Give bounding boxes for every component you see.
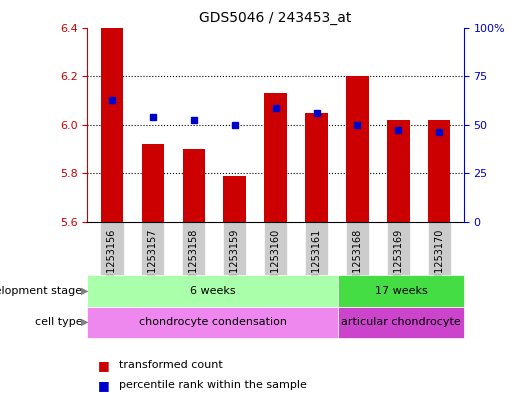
Text: cell type: cell type <box>34 317 82 327</box>
Bar <box>346 76 369 222</box>
Bar <box>387 120 410 222</box>
Bar <box>182 149 205 222</box>
Text: 17 weeks: 17 weeks <box>375 286 427 296</box>
Text: ■: ■ <box>98 359 110 372</box>
Bar <box>224 176 246 222</box>
Text: transformed count: transformed count <box>119 360 223 371</box>
Bar <box>264 93 287 222</box>
Text: ■: ■ <box>98 378 110 392</box>
Text: chondrocyte condensation: chondrocyte condensation <box>139 317 287 327</box>
Text: percentile rank within the sample: percentile rank within the sample <box>119 380 307 390</box>
Bar <box>101 28 123 222</box>
Bar <box>305 113 328 222</box>
Bar <box>142 144 164 222</box>
Text: 6 weeks: 6 weeks <box>190 286 236 296</box>
Title: GDS5046 / 243453_at: GDS5046 / 243453_at <box>199 11 352 25</box>
Text: ▶: ▶ <box>81 286 89 296</box>
Text: ▶: ▶ <box>81 317 89 327</box>
Text: development stage: development stage <box>0 286 82 296</box>
Text: articular chondrocyte: articular chondrocyte <box>341 317 461 327</box>
Bar <box>428 120 450 222</box>
